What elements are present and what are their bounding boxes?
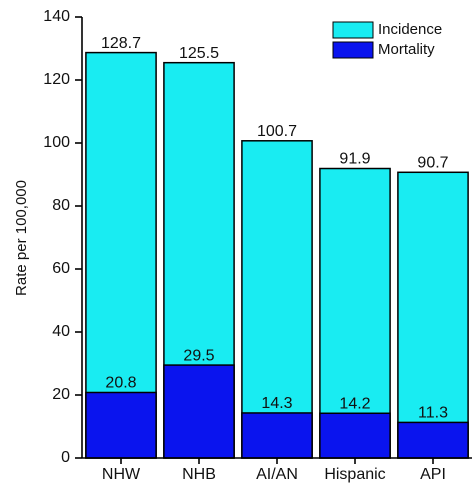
x-tick-label: NHB [182,466,216,483]
bar [397,171,469,459]
x-tick-label: Hispanic [324,466,385,483]
bar [85,391,157,459]
bar [397,421,469,459]
x-tick-label: AI/AN [256,466,298,483]
y-tick-label: 0 [61,449,70,466]
data-label: 90.7 [417,155,448,172]
legend-label: Incidence [378,21,442,38]
data-label: 14.3 [261,395,292,412]
data-label: 91.9 [339,151,370,168]
legend-swatch [332,41,374,59]
y-tick-label: 120 [43,71,70,88]
x-tick-label: NHW [102,466,141,483]
data-label: 128.7 [101,35,141,52]
data-label: 20.8 [105,375,136,392]
y-tick-label: 140 [43,8,70,25]
y-tick-label: 40 [52,323,70,340]
legend-swatch [332,21,374,39]
bar [319,412,391,459]
y-axis-label: Rate per 100,000 [13,180,30,296]
x-tick-label: API [420,466,446,483]
legend-label: Mortality [378,41,435,58]
data-label: 100.7 [257,123,297,140]
data-label: 125.5 [179,45,219,62]
y-tick-label: 80 [52,197,70,214]
data-label: 14.2 [339,395,370,412]
data-label: 11.3 [418,405,448,422]
y-tick-label: 60 [52,260,70,277]
bar [241,140,313,459]
bar [241,412,313,459]
y-tick-label: 20 [52,386,70,403]
bar [85,51,157,459]
data-label: 29.5 [183,347,214,364]
y-tick-label: 100 [43,134,70,151]
bar [163,364,235,459]
